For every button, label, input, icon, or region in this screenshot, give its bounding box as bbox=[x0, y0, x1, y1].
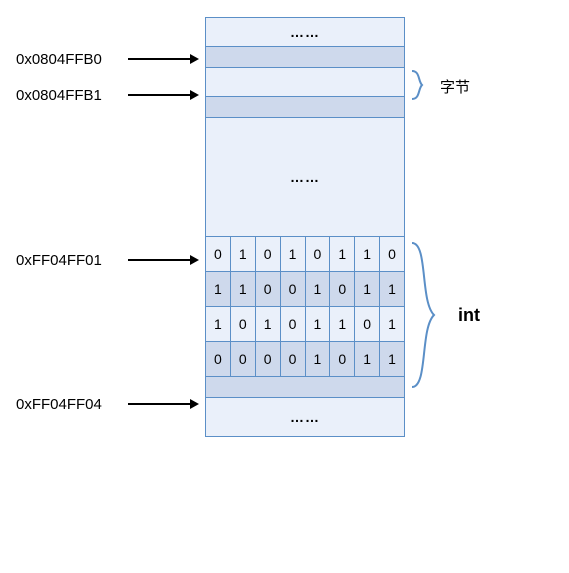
bit-cell: 0 bbox=[280, 306, 306, 342]
bit-cell: 0 bbox=[280, 341, 306, 377]
bit-cell: 1 bbox=[354, 341, 380, 377]
bit-cell: 1 bbox=[305, 306, 331, 342]
bit-cell: 0 bbox=[305, 236, 331, 272]
bit-cell: 0 bbox=[230, 341, 256, 377]
bit-cell: 0 bbox=[280, 271, 306, 307]
bit-row: 01010110 bbox=[205, 236, 405, 272]
bit-row: 00001011 bbox=[205, 341, 405, 377]
bit-row: 10101101 bbox=[205, 306, 405, 342]
bit-cell: 0 bbox=[354, 306, 380, 342]
bit-cell: 1 bbox=[329, 306, 355, 342]
address-0: 0x0804FFB0 bbox=[16, 51, 102, 68]
bit-cell: 0 bbox=[255, 271, 281, 307]
bit-cell: 1 bbox=[230, 236, 256, 272]
row-byte bbox=[205, 67, 405, 97]
bit-rows: 01010110110010111010110100001011 bbox=[205, 236, 405, 377]
label-byte: 字节 bbox=[440, 76, 470, 97]
bit-cell: 1 bbox=[379, 306, 405, 342]
bit-cell: 0 bbox=[205, 236, 231, 272]
row-after-bits bbox=[205, 376, 405, 398]
bit-cell: 1 bbox=[205, 306, 231, 342]
bit-cell: 1 bbox=[329, 236, 355, 272]
row-addr0 bbox=[205, 46, 405, 68]
address-3: 0xFF04FF04 bbox=[16, 396, 102, 413]
bit-cell: 1 bbox=[305, 341, 331, 377]
bit-cell: 0 bbox=[379, 236, 405, 272]
bit-cell: 1 bbox=[354, 236, 380, 272]
bit-cell: 0 bbox=[255, 236, 281, 272]
bit-cell: 0 bbox=[329, 271, 355, 307]
address-2: 0xFF04FF01 bbox=[16, 252, 102, 269]
bit-cell: 0 bbox=[255, 341, 281, 377]
bit-cell: 1 bbox=[230, 271, 256, 307]
ellipsis-bottom: …… bbox=[205, 397, 405, 437]
bit-cell: 1 bbox=[280, 236, 306, 272]
diagram-root: …… …… 01010110110010111010110100001011 …… bbox=[0, 0, 569, 573]
memory-column: …… …… 01010110110010111010110100001011 …… bbox=[205, 18, 405, 437]
bit-cell: 1 bbox=[379, 271, 405, 307]
brace-byte bbox=[410, 69, 440, 101]
bit-cell: 0 bbox=[205, 341, 231, 377]
bit-cell: 1 bbox=[354, 271, 380, 307]
ellipsis-mid: …… bbox=[205, 117, 405, 237]
address-1: 0x0804FFB1 bbox=[16, 87, 102, 104]
bit-cell: 0 bbox=[329, 341, 355, 377]
bit-cell: 1 bbox=[205, 271, 231, 307]
ellipsis-top: …… bbox=[205, 17, 405, 47]
bit-row: 11001011 bbox=[205, 271, 405, 307]
row-after-byte bbox=[205, 96, 405, 118]
bit-cell: 0 bbox=[230, 306, 256, 342]
bit-cell: 1 bbox=[255, 306, 281, 342]
bit-cell: 1 bbox=[379, 341, 405, 377]
bit-cell: 1 bbox=[305, 271, 331, 307]
brace-int bbox=[410, 241, 450, 389]
label-int: int bbox=[458, 305, 480, 326]
